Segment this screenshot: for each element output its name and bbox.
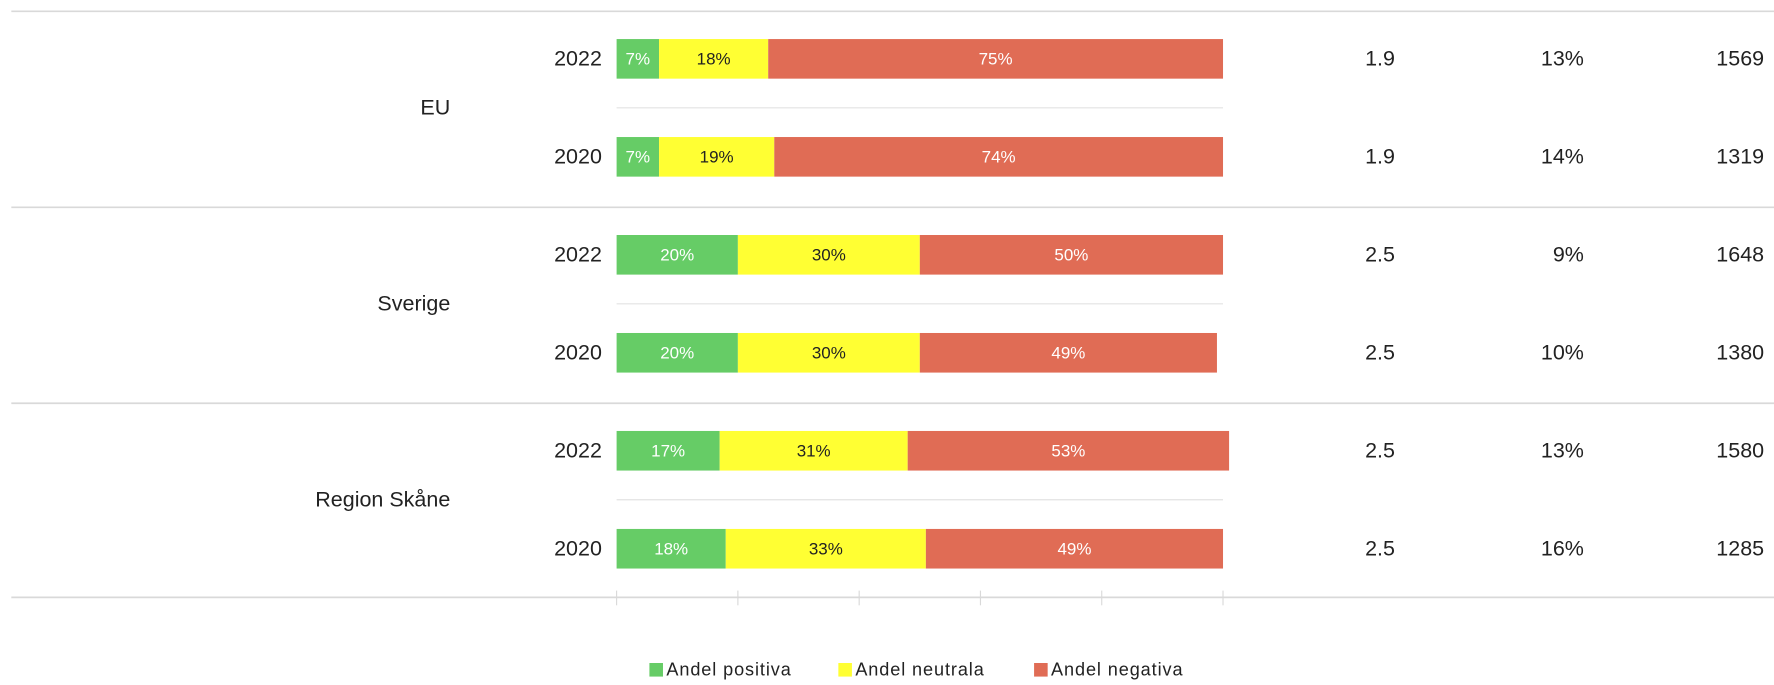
year-label: 2022 (554, 243, 602, 267)
share-value: 9% (1553, 243, 1584, 267)
segment-label: 20% (660, 343, 694, 362)
share-value: 13% (1541, 47, 1584, 71)
segment-label: 75% (979, 49, 1013, 68)
bar-segment (659, 137, 775, 177)
bar-segment (768, 39, 1224, 79)
bar-segment (737, 332, 920, 373)
share-value: 13% (1541, 439, 1584, 463)
count-value: 1319 (1716, 145, 1764, 169)
segment-label: 33% (809, 539, 843, 558)
segment-label: 19% (700, 147, 734, 166)
segment-label: 7% (626, 147, 651, 166)
segment-label: 31% (797, 441, 831, 460)
mean-value: 2.5 (1365, 243, 1395, 267)
segment-label: 49% (1051, 343, 1085, 362)
bar-segment (725, 528, 926, 569)
bar-segment (719, 430, 908, 471)
count-value: 1569 (1716, 47, 1764, 71)
legend-label: Andel negativa (1051, 660, 1183, 680)
mean-value: 2.5 (1365, 341, 1395, 365)
mean-value: 2.5 (1365, 537, 1395, 561)
year-label: 2020 (554, 341, 602, 365)
segment-label: 30% (812, 245, 846, 264)
bar-segment (616, 39, 660, 79)
segment-label: 30% (812, 343, 846, 362)
legend-swatch (1034, 663, 1048, 677)
year-label: 2022 (554, 47, 602, 71)
year-label: 2020 (554, 537, 602, 561)
bar-segment (774, 137, 1224, 177)
segment-label: 18% (697, 49, 731, 68)
segment-label: 49% (1057, 539, 1091, 558)
legend-label: Andel positiva (666, 660, 791, 680)
share-value: 14% (1541, 145, 1584, 169)
count-value: 1648 (1716, 243, 1764, 267)
bar-segment (616, 332, 738, 373)
segment-label: 50% (1054, 245, 1088, 264)
share-value: 16% (1541, 537, 1584, 561)
count-value: 1285 (1716, 537, 1764, 561)
segment-label: 20% (660, 245, 694, 264)
group-label: Region Skåne (315, 488, 450, 512)
legend-swatch (838, 663, 852, 677)
segment-label: 7% (626, 49, 651, 68)
segment-label: 17% (651, 441, 685, 460)
count-value: 1380 (1716, 341, 1764, 365)
group-label: EU (420, 96, 450, 120)
count-value: 1580 (1716, 439, 1764, 463)
segment-label: 74% (982, 147, 1016, 166)
segment-label: 53% (1051, 441, 1085, 460)
bar-segment (925, 528, 1224, 569)
bar-segment (919, 332, 1217, 373)
bar-segment (616, 235, 738, 275)
bar-segment (907, 430, 1230, 471)
bar-segment (616, 430, 720, 471)
group-label: Sverige (377, 292, 450, 316)
segment-label: 18% (654, 539, 688, 558)
year-label: 2020 (554, 145, 602, 169)
legend-label: Andel neutrala (855, 660, 984, 680)
legend-swatch (649, 663, 663, 677)
bar-segment (616, 528, 726, 569)
mean-value: 1.9 (1365, 145, 1395, 169)
bar-segment (737, 235, 920, 275)
mean-value: 2.5 (1365, 439, 1395, 463)
share-value: 10% (1541, 341, 1584, 365)
bar-segment (659, 39, 769, 79)
bar-segment (919, 235, 1224, 275)
year-label: 2022 (554, 439, 602, 463)
mean-value: 1.9 (1365, 47, 1395, 71)
bar-segment (616, 137, 660, 177)
